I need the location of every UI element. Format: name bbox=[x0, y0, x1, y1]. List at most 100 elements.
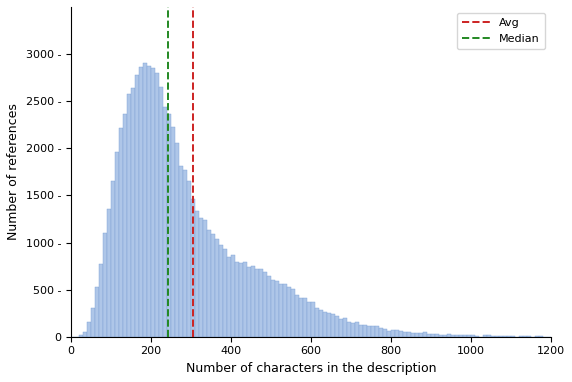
Bar bbox=[187, 181, 191, 337]
Bar bbox=[415, 333, 419, 337]
Bar bbox=[467, 335, 471, 337]
Bar bbox=[251, 266, 255, 337]
Bar bbox=[407, 332, 411, 337]
Bar bbox=[95, 287, 99, 337]
Bar bbox=[195, 211, 199, 337]
Bar bbox=[419, 333, 423, 337]
Bar bbox=[487, 335, 491, 337]
Bar bbox=[143, 63, 147, 337]
Bar bbox=[115, 152, 119, 337]
Bar bbox=[247, 267, 251, 337]
Bar bbox=[411, 333, 415, 337]
Bar bbox=[283, 284, 287, 337]
Bar bbox=[107, 209, 111, 337]
Bar bbox=[311, 302, 315, 337]
Bar bbox=[399, 332, 403, 337]
Bar bbox=[527, 336, 531, 337]
Bar bbox=[391, 330, 395, 337]
Bar bbox=[495, 336, 499, 337]
Bar bbox=[363, 325, 367, 337]
Bar bbox=[315, 308, 319, 337]
Bar bbox=[111, 181, 115, 337]
Bar bbox=[119, 128, 123, 337]
Bar bbox=[163, 107, 167, 337]
Bar bbox=[475, 336, 479, 337]
Bar bbox=[439, 335, 443, 337]
Bar bbox=[471, 335, 475, 337]
Bar bbox=[327, 313, 331, 337]
Bar bbox=[295, 295, 299, 337]
Bar bbox=[459, 335, 463, 337]
Bar bbox=[347, 322, 351, 337]
Legend: Avg, Median: Avg, Median bbox=[457, 13, 546, 49]
Bar bbox=[127, 94, 131, 337]
Bar bbox=[239, 263, 243, 337]
Bar bbox=[343, 319, 347, 337]
Bar bbox=[215, 239, 219, 337]
Bar bbox=[307, 302, 311, 337]
Bar bbox=[455, 335, 459, 337]
Bar bbox=[447, 334, 451, 337]
Bar bbox=[263, 272, 267, 337]
Bar bbox=[267, 275, 271, 337]
Bar bbox=[335, 316, 339, 337]
Bar bbox=[299, 298, 303, 337]
Bar bbox=[271, 280, 275, 337]
Bar bbox=[159, 87, 163, 337]
Bar bbox=[183, 170, 187, 337]
Bar bbox=[383, 329, 387, 337]
Y-axis label: Number of references: Number of references bbox=[7, 104, 20, 240]
Bar bbox=[435, 334, 439, 337]
Bar bbox=[259, 269, 263, 337]
Bar bbox=[367, 326, 371, 337]
Bar bbox=[303, 298, 307, 337]
Bar bbox=[443, 335, 447, 337]
Bar bbox=[423, 332, 427, 337]
Bar bbox=[387, 330, 391, 337]
Bar bbox=[87, 322, 91, 337]
Bar bbox=[275, 282, 279, 337]
Bar bbox=[155, 73, 159, 337]
Bar bbox=[511, 336, 515, 337]
Bar bbox=[207, 230, 211, 337]
Bar bbox=[483, 335, 487, 337]
X-axis label: Number of characters in the description: Number of characters in the description bbox=[186, 362, 436, 375]
Bar bbox=[79, 335, 83, 337]
Bar bbox=[135, 74, 139, 337]
Bar bbox=[139, 67, 143, 337]
Bar bbox=[431, 334, 435, 337]
Bar bbox=[379, 328, 383, 337]
Bar bbox=[227, 257, 231, 337]
Bar bbox=[199, 218, 203, 337]
Bar bbox=[355, 322, 359, 337]
Bar bbox=[175, 143, 179, 337]
Bar bbox=[219, 246, 223, 337]
Bar bbox=[395, 330, 399, 337]
Bar bbox=[323, 312, 327, 337]
Bar bbox=[151, 68, 155, 337]
Bar bbox=[351, 324, 355, 337]
Bar bbox=[287, 287, 291, 337]
Bar bbox=[243, 262, 247, 337]
Bar bbox=[83, 332, 87, 337]
Bar bbox=[191, 199, 195, 337]
Bar bbox=[331, 314, 335, 337]
Bar bbox=[255, 269, 259, 337]
Bar bbox=[503, 336, 507, 337]
Bar bbox=[235, 262, 239, 337]
Bar bbox=[463, 335, 467, 337]
Bar bbox=[403, 332, 407, 337]
Bar bbox=[147, 66, 151, 337]
Bar bbox=[99, 264, 103, 337]
Bar bbox=[279, 284, 283, 337]
Bar bbox=[375, 326, 379, 337]
Bar bbox=[359, 325, 363, 337]
Bar bbox=[123, 113, 127, 337]
Bar bbox=[339, 319, 343, 337]
Bar bbox=[203, 220, 207, 337]
Bar bbox=[179, 166, 183, 337]
Bar bbox=[103, 233, 107, 337]
Bar bbox=[291, 289, 295, 337]
Bar bbox=[167, 114, 171, 337]
Bar bbox=[451, 335, 455, 337]
